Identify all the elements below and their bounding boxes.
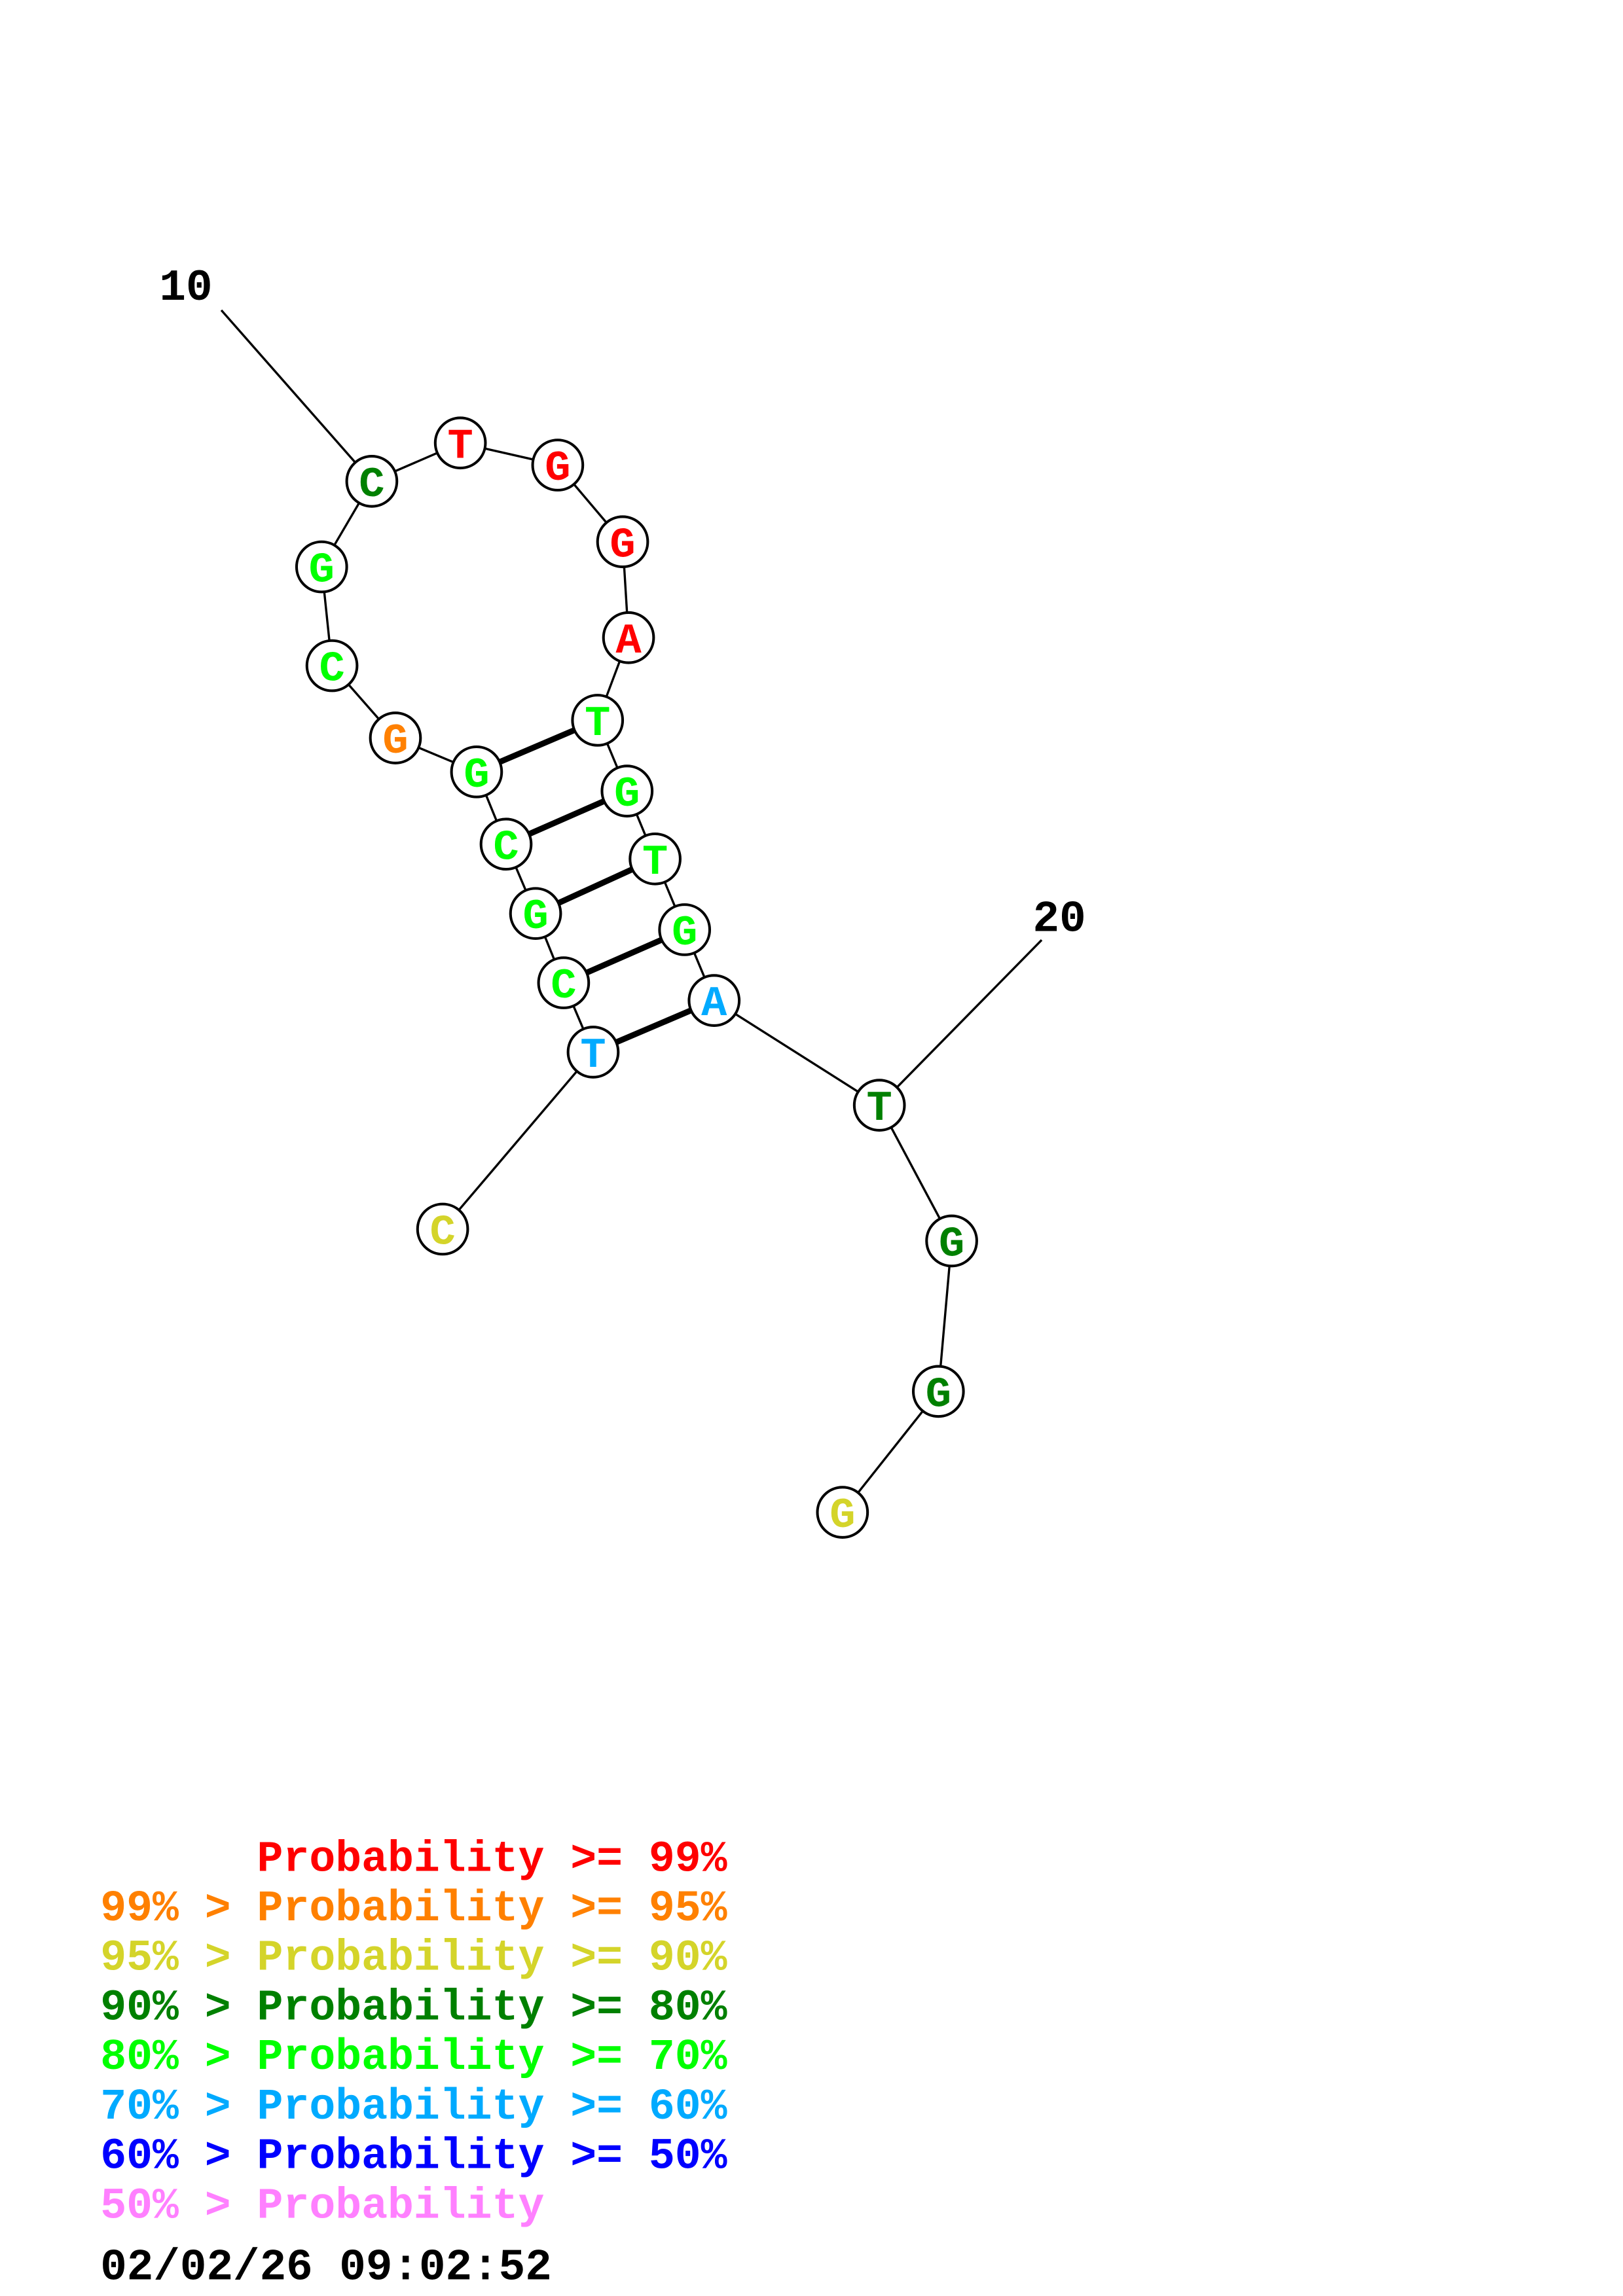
legend-row: Probability >= 99%	[100, 1835, 727, 1884]
legend-row: 80% > Probability >= 70%	[100, 2033, 727, 2082]
nucleotide-14: A	[602, 611, 655, 666]
nucleotide-circle	[433, 416, 487, 470]
nucleotide-23: G	[816, 1486, 869, 1540]
nucleotide-base: C	[493, 823, 519, 872]
legend-row: 99% > Probability >= 95%	[100, 1884, 727, 1933]
legend-row: 95% > Probability >= 90%	[100, 1934, 727, 1983]
nucleotide-11: T	[433, 416, 487, 471]
nucleotide-16: G	[600, 764, 654, 819]
nucleotide-circle	[305, 639, 359, 692]
nucleotide-base: G	[382, 717, 408, 766]
nucleotide-circle	[600, 764, 654, 817]
nucleotide-18: G	[658, 903, 712, 958]
nucleotide-5: C	[479, 817, 533, 872]
position-label: 10	[159, 264, 212, 314]
nucleotide-base: T	[642, 838, 668, 887]
nucleotide-circle	[345, 455, 399, 508]
position-label-line	[220, 309, 373, 482]
backbone-lines	[320, 442, 953, 1513]
nucleotide-circle	[911, 1365, 965, 1418]
nucleotide-base: G	[545, 444, 570, 493]
nucleotide-12: G	[531, 439, 585, 493]
nucleotide-circle	[416, 1202, 469, 1256]
nucleotide-base: C	[359, 461, 384, 509]
legend-row: 90% > Probability >= 80%	[100, 1983, 727, 2032]
base-pair-bonds	[475, 717, 716, 1055]
nucleotide-20: T	[852, 1079, 906, 1133]
nucleotide-base: C	[551, 962, 576, 1011]
nucleotide-base: G	[830, 1492, 855, 1540]
nucleotide-21: G	[925, 1214, 978, 1269]
nucleotide-4: G	[509, 887, 562, 941]
nucleotide-circle	[479, 817, 533, 871]
nucleotide-circle	[658, 903, 712, 956]
nucleotide-base: A	[701, 980, 727, 1028]
nucleotide-7: G	[369, 711, 422, 766]
nucleotide-circle	[369, 711, 422, 764]
nucleotide-base: G	[309, 547, 335, 595]
nucleotide-circle	[537, 956, 591, 1009]
nucleotide-circle	[571, 694, 625, 747]
nucleotide-13: G	[596, 515, 649, 569]
nucleotide-circle	[816, 1486, 869, 1539]
nucleotide-base: G	[522, 893, 548, 941]
nucleotide-circle	[295, 540, 348, 594]
nucleotide-10: C	[345, 455, 399, 509]
nucleotide-base: G	[614, 770, 640, 819]
nucleotide-circle	[531, 439, 585, 492]
nucleotide-base: G	[464, 751, 489, 800]
legend-row: 60% > Probability >= 50%	[100, 2132, 727, 2181]
nucleotide-base: C	[429, 1208, 455, 1257]
timestamp: 02/02/26 09:02:52	[100, 2244, 552, 2293]
nucleotide-15: T	[571, 694, 625, 748]
nucleotide-circle	[925, 1214, 978, 1268]
nucleotide-base: G	[672, 909, 697, 958]
nucleotide-6: G	[450, 745, 503, 800]
nucleotide-base: G	[926, 1371, 951, 1419]
nucleotide-base: G	[610, 521, 635, 569]
backbone-segment	[713, 999, 881, 1107]
nucleotide-base: A	[615, 617, 642, 666]
backbone-segment	[441, 1051, 594, 1230]
nucleotide-circle	[566, 1026, 620, 1079]
nucleotide-base: T	[580, 1031, 606, 1080]
nucleotide-base: T	[867, 1085, 892, 1133]
nucleotide-8: C	[305, 639, 359, 694]
position-labels: 10 20	[159, 264, 1086, 1106]
nucleotide-circle	[602, 611, 655, 664]
nucleotide-9: G	[295, 540, 348, 595]
nucleotide-17: T	[629, 832, 682, 887]
nucleotide-base: G	[939, 1221, 964, 1269]
nucleotide-circle	[687, 974, 741, 1027]
position-label-line	[878, 939, 1043, 1106]
nucleotide-circle	[509, 887, 562, 941]
nucleotide-circle	[852, 1079, 906, 1132]
probability-legend: Probability >= 99%99% > Probability >= 9…	[100, 1835, 727, 2231]
nucleotide-base: T	[585, 700, 610, 748]
nucleotide-1: C	[416, 1202, 469, 1257]
nucleotide-circle	[629, 832, 682, 886]
nucleotide-22: G	[911, 1365, 965, 1419]
legend-row: 50% > Probability	[100, 2181, 544, 2231]
position-label: 20	[1033, 895, 1086, 945]
nucleotide-base: C	[319, 645, 344, 694]
nucleotide-3: C	[537, 956, 591, 1011]
nucleotide-circle	[450, 745, 503, 798]
nucleotide-2: T	[566, 1026, 620, 1080]
nucleotide-base: T	[448, 422, 473, 471]
nucleotide-19: A	[687, 974, 741, 1028]
nucleotide-circle	[596, 515, 649, 569]
legend-row: 70% > Probability >= 60%	[100, 2083, 727, 2132]
